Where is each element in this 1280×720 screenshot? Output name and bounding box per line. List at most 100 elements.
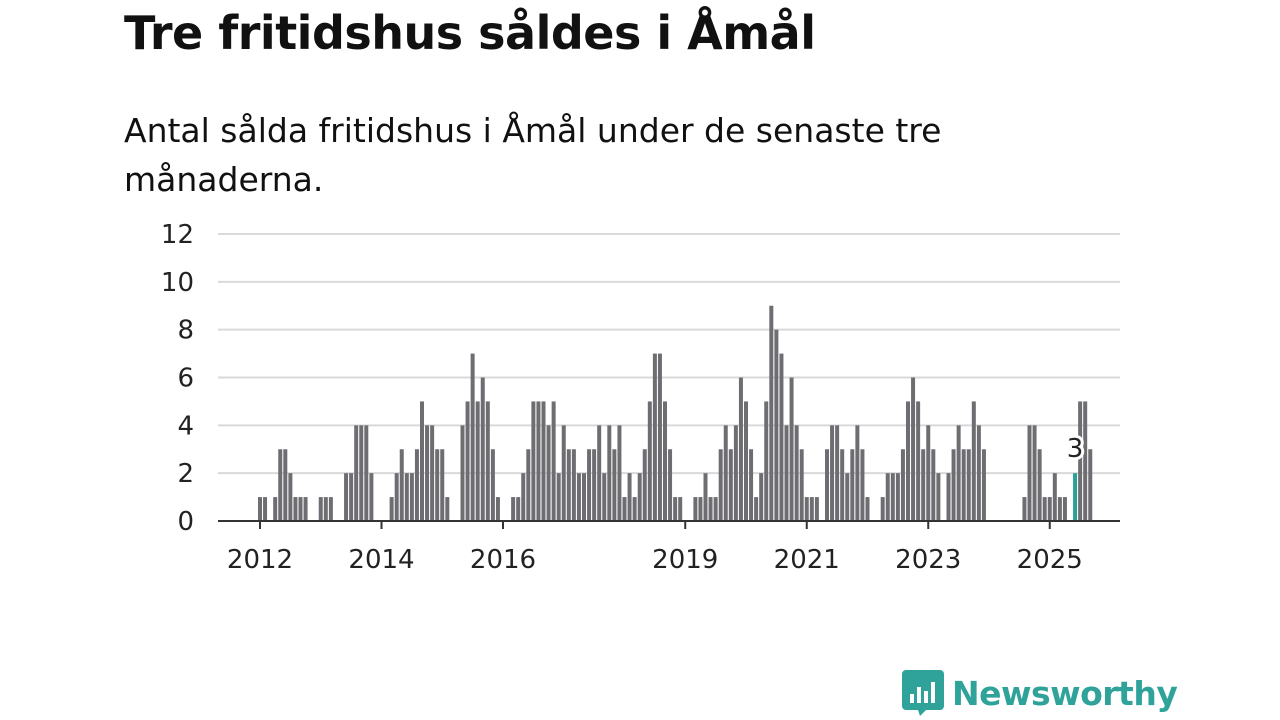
bar [966,449,971,521]
bar [895,473,900,521]
bar [576,473,581,521]
bar [622,497,627,521]
bar [526,449,531,521]
bar [1022,497,1027,521]
bar [546,425,551,521]
bar [652,353,657,521]
bar [906,401,910,521]
bar [404,473,409,521]
bar [349,473,354,521]
bar [865,497,870,521]
bar [409,473,414,521]
bar [728,449,733,521]
bar [1037,449,1042,521]
bar [774,329,779,521]
bar [647,401,652,521]
bar [354,425,359,521]
x-tick-label: 2012 [227,545,293,575]
bar [1052,473,1057,521]
bar [556,473,561,521]
bar [303,497,308,521]
bar [885,473,890,521]
y-tick-label: 2 [177,459,194,489]
bar [521,473,526,521]
bar [283,449,288,521]
bar [1078,401,1083,521]
x-tick-label: 2016 [470,545,536,575]
y-tick-label: 12 [161,220,194,250]
bar [951,449,956,521]
bar [435,449,440,521]
bar-chart: 0 2 4 6 8 10 12 2012 2014 2016 2019 2021 2023 2025 3 [161,220,1120,575]
bar [632,497,637,521]
bar [430,425,435,521]
y-tick-label: 8 [177,316,194,346]
bar [764,401,769,521]
bar [936,473,941,521]
bar [587,449,592,521]
bar [1047,497,1052,521]
bar [835,425,840,521]
newsworthy-logo: Newsworthy [902,670,1178,716]
bar [414,449,419,521]
bar [607,425,612,521]
bar [769,305,774,521]
bar [394,473,399,521]
bar [571,449,576,521]
newsworthy-chart-icon [902,670,944,716]
bar [288,473,293,521]
bar [890,473,895,521]
bar [673,497,678,521]
bar [420,401,424,521]
bar [784,425,789,521]
bar [495,497,500,521]
bar [799,449,804,521]
highlight-data-label: 3 [1067,434,1084,464]
bar [460,425,465,521]
bar [612,449,617,521]
bar [445,497,450,521]
bar [627,473,632,521]
y-tick-label: 0 [177,507,194,537]
bar [1057,497,1062,521]
bar [516,497,521,521]
bar [698,497,703,521]
bar [592,449,597,521]
bar [298,497,303,521]
bar [258,497,262,521]
bar [293,497,298,521]
bar [759,473,764,521]
bar [642,449,647,521]
bar [830,425,835,521]
bar [1042,497,1047,521]
x-tick-label: 2019 [652,545,718,575]
brand-name: Newsworthy [952,673,1178,713]
x-tick-label: 2025 [1017,545,1083,575]
bar [850,449,855,521]
bar [668,449,673,521]
bar [1083,401,1088,521]
bar [911,377,916,521]
bar [389,497,394,521]
bar [475,401,480,521]
bar [1027,425,1032,521]
bar [723,425,728,521]
bar [531,401,536,521]
x-tick-label: 2014 [348,545,414,575]
bar [931,449,936,521]
bar [328,497,333,521]
bar [961,449,966,521]
chart-subtitle: Antal sålda fritidshus i Åmål under de s… [124,111,942,199]
bar [566,449,571,521]
bar [1062,497,1067,521]
bar [561,425,566,521]
bar [693,497,698,521]
bar [541,401,546,521]
bar [976,425,981,521]
bar [754,497,759,521]
bar [749,449,754,521]
bar [399,449,404,521]
bar [425,425,430,521]
highlighted-bar [1073,473,1078,521]
bar [602,473,607,521]
